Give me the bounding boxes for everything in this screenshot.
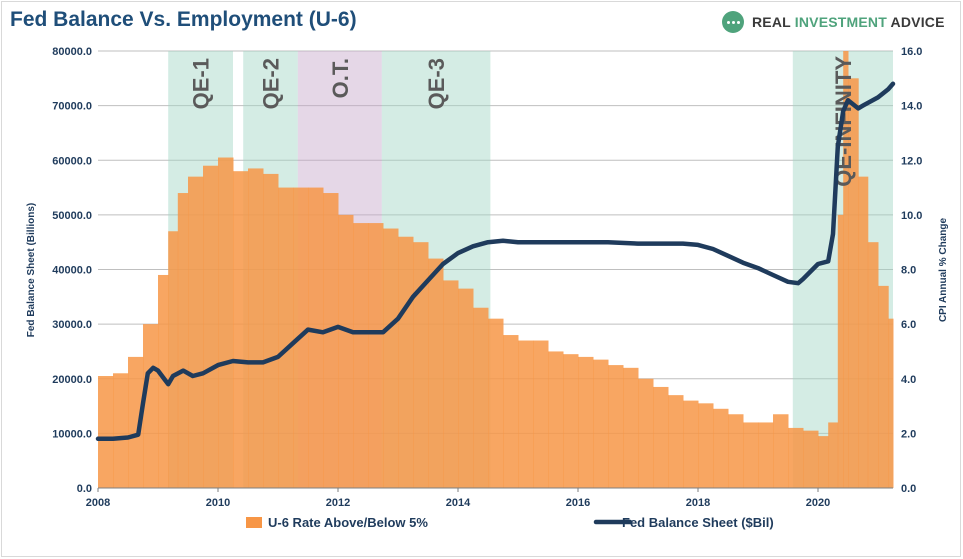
bar: [413, 242, 429, 488]
bar: [443, 280, 459, 488]
bar: [143, 324, 159, 488]
bar: [818, 436, 829, 488]
bar: [188, 176, 204, 488]
page-title: Fed Balance Vs. Employment (U-6): [10, 8, 357, 31]
bar: [803, 430, 819, 488]
bar: [563, 354, 579, 488]
bar: [867, 242, 879, 488]
y-tick-label-left: 20000.0: [52, 374, 92, 386]
bar: [533, 340, 549, 488]
y-tick-label-left: 60000.0: [52, 155, 92, 167]
series-line: [95, 81, 896, 442]
bar: [683, 400, 699, 488]
bar: [593, 359, 609, 488]
bar: [788, 427, 804, 488]
bar: [758, 422, 774, 488]
y-tick-label-left: 70000.0: [52, 101, 92, 113]
y-tick-label-right: 16.0: [901, 46, 922, 58]
bar: [848, 78, 859, 488]
bar: [578, 356, 594, 488]
region-label: QE-2: [259, 58, 284, 109]
y-tick-label-right: 4.0: [901, 374, 916, 386]
bar: [98, 376, 114, 488]
bar: [698, 403, 714, 488]
bar: [308, 187, 324, 488]
x-tick-label: 2016: [566, 497, 590, 509]
bar: [608, 365, 624, 488]
bar: [878, 285, 889, 488]
x-tick-label: 2012: [326, 497, 350, 509]
y-tick-label-left: 10000.0: [52, 428, 92, 440]
bar: [368, 223, 384, 488]
bar: [383, 228, 399, 488]
bar: [338, 214, 354, 488]
x-tick-label: 2010: [206, 497, 230, 509]
bar: [743, 422, 759, 488]
bar: [548, 351, 564, 488]
x-tick-label: 2008: [86, 497, 110, 509]
y-tick-label-left: 30000.0: [52, 319, 92, 331]
bar: [473, 307, 489, 488]
bar: [168, 231, 179, 488]
bar: [638, 378, 654, 488]
y-tick-label-right: 8.0: [901, 265, 916, 277]
x-tick-label: 2018: [686, 497, 710, 509]
y-axis-label-left: Fed Balance Sheet (Billions): [26, 203, 37, 337]
bar: [488, 318, 504, 488]
y-tick-label-left: 0.0: [77, 483, 92, 495]
bar: [837, 214, 844, 488]
bar: [128, 356, 144, 488]
bar: [858, 176, 869, 488]
bar: [278, 187, 294, 488]
y-tick-label-left: 40000.0: [52, 265, 92, 277]
region-label: O.T.: [328, 58, 353, 98]
bar: [458, 288, 474, 488]
y-tick-label-right: 12.0: [901, 155, 922, 167]
region-label: QE-1: [189, 58, 214, 109]
bar: [323, 193, 339, 488]
x-tick-label: 2014: [446, 497, 471, 509]
y-tick-label-left: 80000.0: [52, 46, 92, 58]
y-tick-label-right: 2.0: [901, 428, 916, 440]
bar: [428, 258, 444, 488]
bar: [713, 408, 729, 488]
bar: [828, 422, 839, 488]
bar: [248, 168, 264, 488]
y-tick-label-left: 50000.0: [52, 210, 92, 222]
bar: [773, 414, 789, 488]
brand-name: REAL INVESTMENT ADVICE: [752, 14, 945, 30]
bar: [218, 157, 234, 489]
bar: [177, 193, 189, 488]
bar: [888, 318, 894, 488]
bar: [263, 173, 279, 488]
region-label: QE-3: [424, 58, 449, 109]
bar: [233, 171, 249, 489]
y-tick-label-right: 14.0: [901, 101, 922, 113]
brand-logo-icon: [722, 11, 744, 33]
legend-swatch-bars: [246, 517, 262, 528]
bar: [203, 165, 219, 488]
bar: [518, 340, 534, 488]
bar: [653, 386, 669, 488]
bar: [353, 223, 369, 488]
bar: [113, 373, 129, 488]
bar: [728, 414, 744, 488]
brand-logo: REAL INVESTMENT ADVICE: [722, 11, 945, 33]
y-tick-label-right: 6.0: [901, 319, 916, 331]
x-tick-label: 2020: [806, 497, 830, 509]
legend-label-line: Fed Balance Sheet ($Bil): [622, 515, 774, 530]
bar: [503, 335, 519, 488]
bar: [843, 51, 849, 488]
y-tick-label-right: 10.0: [901, 210, 922, 222]
bar: [623, 367, 639, 488]
bar: [398, 236, 414, 488]
bar: [668, 395, 684, 488]
y-axis-label-right: CPI Annual % Change: [938, 218, 949, 323]
y-tick-label-right: 0.0: [901, 483, 916, 495]
legend-label-bars: U-6 Rate Above/Below 5%: [268, 515, 428, 530]
